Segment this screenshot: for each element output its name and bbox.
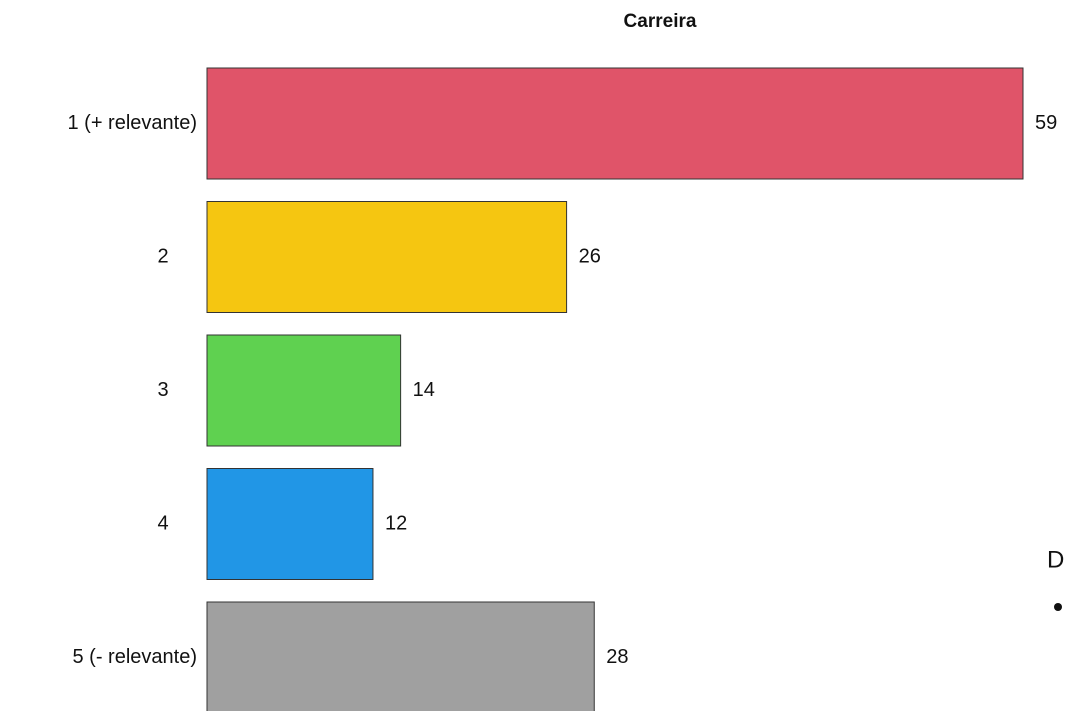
value-label: 14: [413, 379, 435, 401]
category-label: 3: [157, 379, 168, 401]
value-label: 28: [606, 646, 628, 668]
category-label: 2: [157, 245, 168, 267]
category-label: 5 (- relevante): [73, 646, 198, 668]
bar: [206, 334, 402, 447]
category-label: 1 (+ relevante): [67, 112, 197, 134]
bar: [206, 601, 595, 711]
chart-title: Carreira: [624, 11, 697, 32]
side-text: D: [1047, 546, 1064, 573]
value-label: 12: [385, 512, 407, 534]
value-label: 26: [579, 245, 601, 267]
bar: [206, 67, 1024, 180]
bar: [206, 201, 568, 313]
value-label: 59: [1035, 112, 1057, 134]
category-label: 4: [157, 512, 168, 534]
bar: [206, 468, 374, 580]
bullet: [1054, 603, 1062, 611]
